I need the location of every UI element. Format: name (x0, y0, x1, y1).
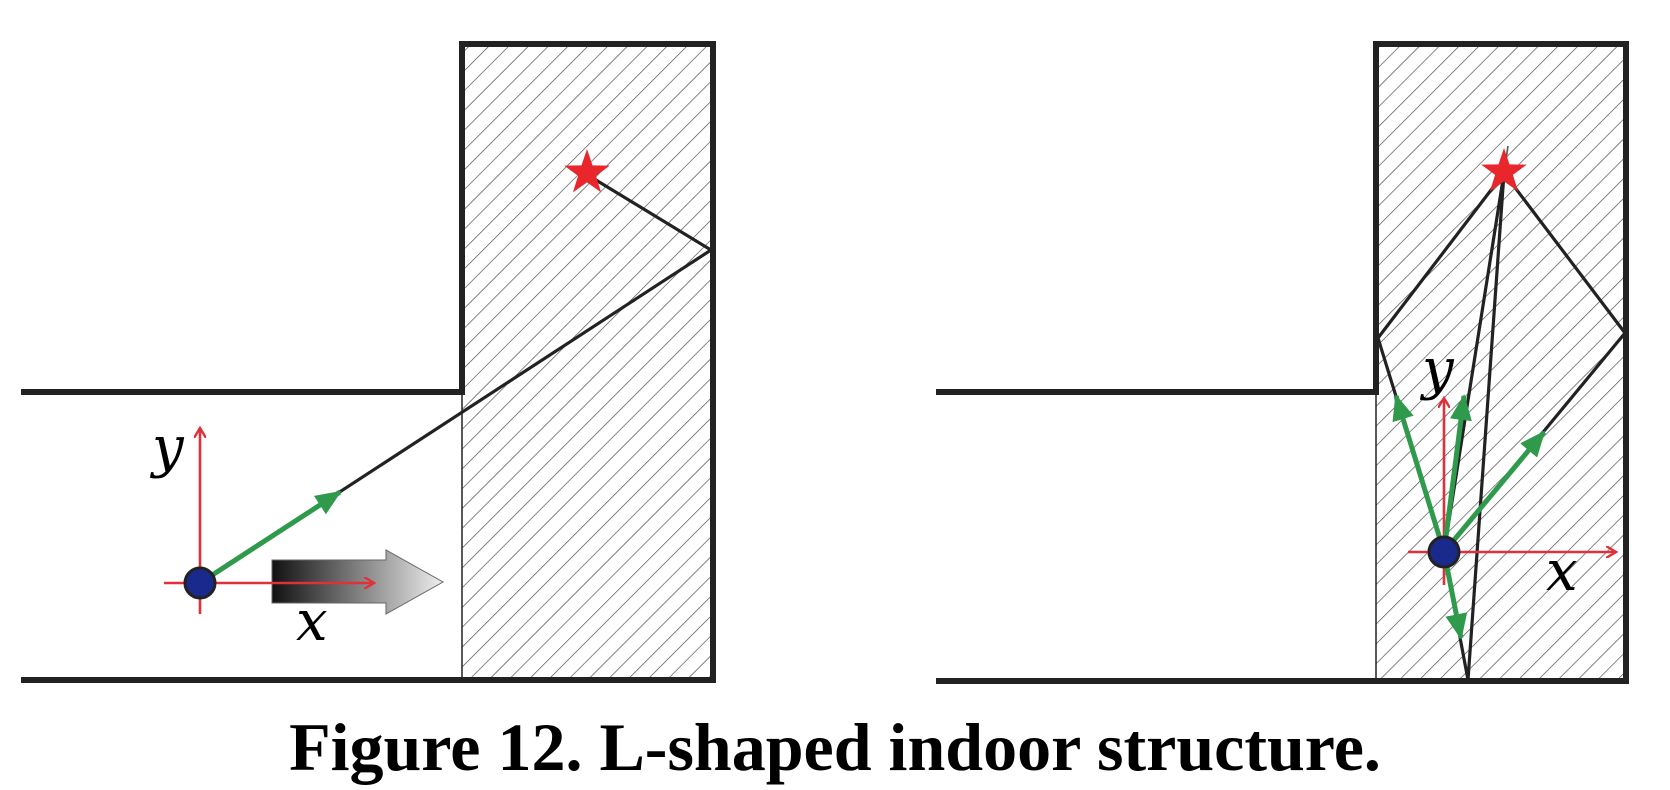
heading-arrow-3 (1442, 430, 1546, 554)
y-axis-label: y (149, 415, 185, 480)
figure-caption: Figure 12. L-shaped indoor structure. (289, 709, 1381, 785)
y-axis-label: y (1419, 337, 1455, 402)
x-axis-label: x (296, 589, 328, 654)
device-dot (1427, 535, 1461, 569)
hatched-region (462, 44, 713, 680)
hatched-region (1376, 44, 1626, 681)
left-panel: y x (21, 41, 716, 683)
x-axis-label: x (1546, 539, 1578, 604)
heading-arrow-2 (1441, 394, 1472, 553)
corridor-wall-top (936, 41, 1629, 684)
corridor-wall-top (21, 41, 716, 683)
heading-arrow-1 (1392, 394, 1447, 553)
star-icon (564, 149, 610, 193)
device-dot (183, 566, 217, 600)
star-icon (1481, 148, 1527, 192)
right-panel: y x (936, 41, 1629, 684)
reflection-ray (199, 172, 715, 585)
heading-arrow (198, 489, 342, 586)
